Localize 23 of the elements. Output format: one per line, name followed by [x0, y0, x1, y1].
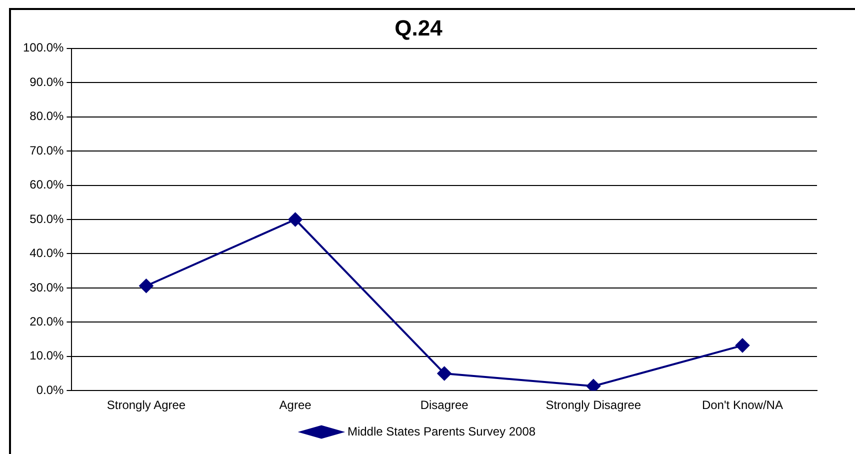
y-tick-label: 40.0%	[30, 246, 64, 260]
point	[288, 212, 302, 226]
x-tick-label: Agree	[279, 398, 312, 412]
legend-label: Middle States Parents Survey 2008	[347, 424, 536, 438]
y-tick-label: 50.0%	[30, 212, 64, 226]
y-tick-label: 30.0%	[30, 280, 64, 294]
y-tick-label: 70.0%	[30, 143, 64, 158]
y-tick-label: 10.0%	[30, 348, 64, 363]
y-tick-label: 100.0%	[22, 40, 64, 55]
y-tick-label: 80.0%	[30, 109, 64, 124]
point	[586, 379, 600, 391]
x-tick-label: Strongly Agree	[106, 398, 186, 412]
y-tick-label: 90.0%	[30, 74, 64, 89]
point	[735, 338, 750, 352]
x-tick-label: Disagree	[420, 398, 469, 412]
x-tick-label: Don't Know/NA	[702, 398, 783, 412]
x-tick-label: Strongly Disagree	[546, 398, 642, 412]
y-tick-label: 0.0%	[36, 382, 64, 397]
y-tick-label: 20.0%	[30, 314, 64, 328]
y-tick-label: 60.0%	[30, 178, 64, 192]
point	[139, 278, 154, 293]
point	[437, 366, 452, 380]
chart-title: Q.24	[394, 15, 444, 40]
